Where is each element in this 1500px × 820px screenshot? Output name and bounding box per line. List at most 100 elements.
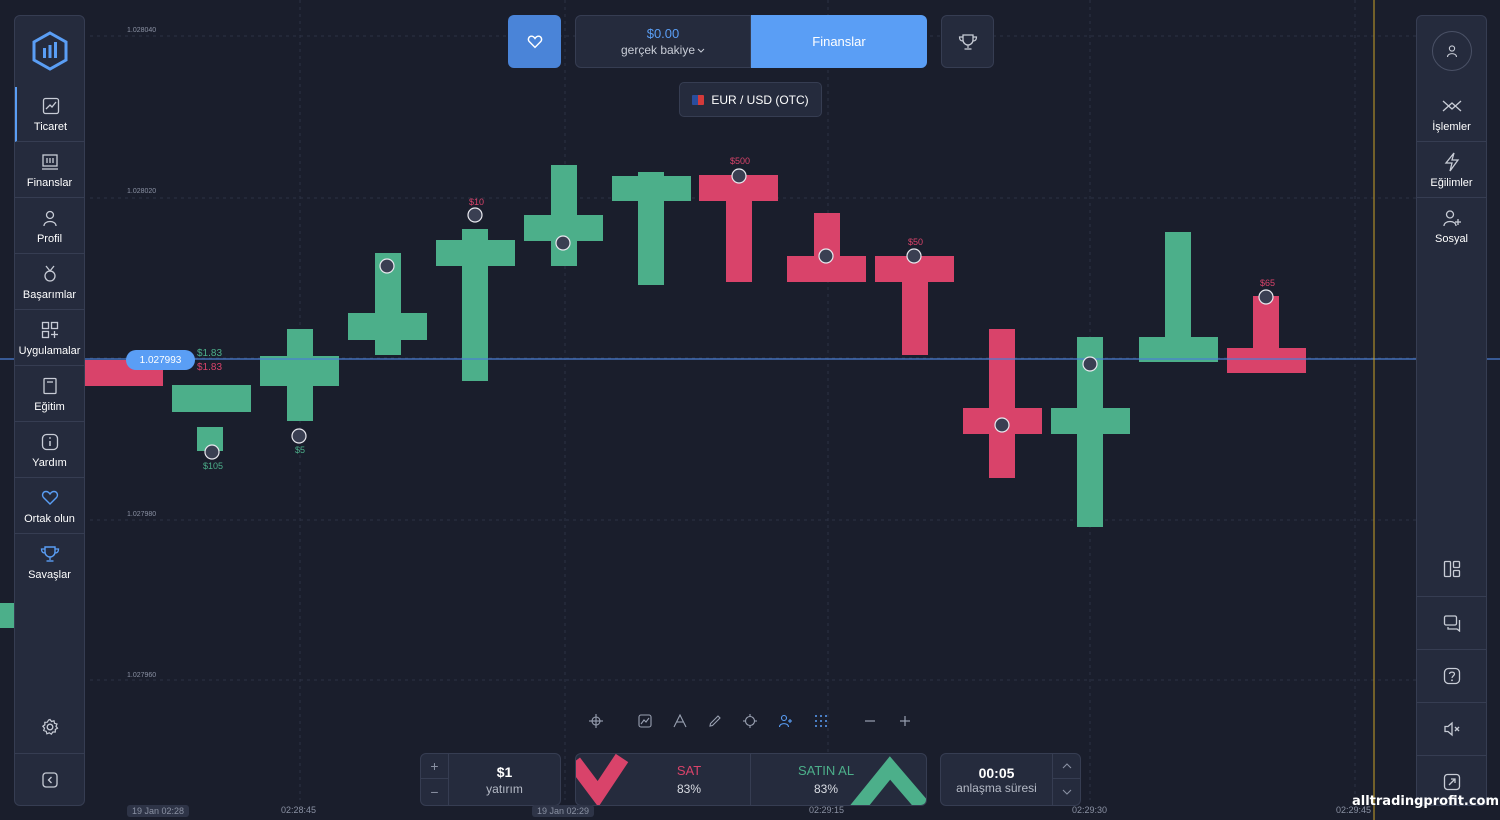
indicator-icon <box>673 714 687 728</box>
trader-avatar[interactable] <box>906 248 922 264</box>
asset-pair-label: EUR / USD (OTC) <box>711 92 809 107</box>
right-item-egilimler[interactable]: Eğilimler <box>1417 143 1486 198</box>
balance-amount: $0.00 <box>646 26 680 41</box>
zoom-out-button[interactable] <box>861 712 879 730</box>
add-user-icon <box>1442 208 1462 228</box>
collapse-sidebar-button[interactable] <box>15 753 84 805</box>
bet-label: $10 <box>469 197 485 207</box>
investment-input[interactable]: $1 yatırım <box>449 754 560 805</box>
drawing-tool-chart-type[interactable] <box>636 712 654 730</box>
trader-avatar[interactable] <box>1258 289 1274 305</box>
investment-value: $1 <box>496 763 513 780</box>
drawing-tool-pencil[interactable] <box>706 712 724 730</box>
fullscreen-button[interactable] <box>1417 755 1486 807</box>
trades-icon <box>1442 96 1462 116</box>
drawing-tool-target[interactable] <box>741 712 759 730</box>
sidebar-item-label: Savaşlar <box>28 569 71 581</box>
balance-selector[interactable]: $0.00 gerçek bakiye <box>575 15 751 68</box>
balance-label: gerçek bakiye <box>620 43 696 57</box>
investment-decrease-button[interactable]: − <box>430 783 439 800</box>
tournament-button[interactable] <box>941 15 994 68</box>
right-item-sosyal[interactable]: Sosyal <box>1417 199 1486 254</box>
sidebar-item-savaslar[interactable]: Savaşlar <box>15 535 84 590</box>
social-trading-toggle[interactable] <box>776 712 794 730</box>
candle-wick <box>814 213 840 282</box>
right-item-label: İşlemler <box>1432 120 1471 133</box>
sell-button[interactable]: SAT 83% <box>576 754 751 805</box>
time-axis-label: 02:29:15 <box>809 805 845 815</box>
buy-button[interactable]: SATIN AL 83% <box>751 754 926 805</box>
chart-line-icon <box>41 96 61 116</box>
trader-avatar[interactable] <box>818 248 834 264</box>
bet-label: $50 <box>908 237 924 247</box>
trader-avatar[interactable] <box>731 168 747 184</box>
trader-avatar[interactable] <box>379 258 395 274</box>
duration-decrease-button[interactable] <box>1053 779 1080 804</box>
up-arrow-icon <box>850 756 926 805</box>
sound-button[interactable] <box>1417 702 1486 754</box>
sidebar-item-ortak-olun[interactable]: Ortak olun <box>15 479 84 534</box>
favorite-button[interactable] <box>508 15 561 68</box>
book-icon <box>40 376 60 396</box>
trader-avatar[interactable] <box>467 207 483 223</box>
bet-label: $65 <box>1260 278 1276 288</box>
settings-button[interactable] <box>15 701 84 753</box>
avatar[interactable] <box>1432 31 1472 71</box>
info-icon <box>40 432 60 452</box>
chevron-down-icon <box>697 48 705 53</box>
grid-toggle[interactable] <box>812 712 830 730</box>
user-plus-icon <box>778 714 792 728</box>
trader-avatar[interactable] <box>994 417 1010 433</box>
duration-increase-button[interactable] <box>1053 754 1080 779</box>
down-arrow-icon <box>576 754 629 805</box>
drawing-tool-indicators[interactable] <box>671 712 689 730</box>
investment-increase-button[interactable]: + <box>421 754 448 779</box>
sidebar-item-basarimlar[interactable]: Başarımlar <box>15 255 84 310</box>
layout-button[interactable] <box>1417 543 1486 595</box>
sidebar-item-label: Yardım <box>32 456 67 469</box>
candle-wick <box>1253 296 1279 373</box>
time-axis-label: 02:29:45 <box>1336 805 1372 815</box>
sidebar-item-yardim[interactable]: Yardım <box>15 423 84 478</box>
heart-icon <box>527 35 542 48</box>
sidebar-item-label: Eğitim <box>34 400 65 413</box>
pnl-up: $1.83 <box>197 348 223 359</box>
trader-avatar[interactable] <box>204 444 220 460</box>
sidebar-item-egitim[interactable]: Eğitim <box>15 367 84 422</box>
y-axis-label: 1.027960 <box>127 672 157 679</box>
buy-payout: 83% <box>813 782 839 796</box>
gear-icon <box>41 718 58 736</box>
sidebar-item-label: Uygulamalar <box>18 344 81 357</box>
right-item-islemler[interactable]: İşlemler <box>1417 87 1486 142</box>
finance-button[interactable]: Finanslar <box>751 15 927 68</box>
asset-selector[interactable]: EUR / USD (OTC) <box>679 82 822 117</box>
logo-icon[interactable] <box>30 31 70 71</box>
sidebar-item-profil[interactable]: Profil <box>15 199 84 254</box>
collapse-icon <box>41 771 58 788</box>
pnl-down: $1.83 <box>197 362 223 373</box>
left-sidebar: Ticaret Finanslar Profil Başarımlar Uygu… <box>14 15 85 806</box>
lightning-icon <box>1442 152 1462 172</box>
time-axis-label: 19 Jan 02:28 <box>127 805 190 817</box>
duration-input[interactable]: 00:05 anlaşma süresi <box>941 754 1052 805</box>
investment-label: yatırım <box>486 781 523 796</box>
crosshair-icon <box>589 714 603 728</box>
chat-button[interactable] <box>1417 596 1486 648</box>
trader-avatar[interactable] <box>291 428 307 444</box>
candle-wick <box>1165 232 1191 362</box>
user-icon <box>40 208 60 228</box>
sidebar-item-finanslar[interactable]: Finanslar <box>15 143 84 198</box>
trader-avatar[interactable] <box>555 235 571 251</box>
help-button[interactable] <box>1417 649 1486 701</box>
current-price-tag: 1.027993 <box>126 350 195 370</box>
help-icon <box>1443 667 1460 684</box>
sidebar-item-ticaret[interactable]: Ticaret <box>15 87 84 142</box>
trader-avatar[interactable] <box>1082 356 1098 372</box>
duration-label: anlaşma süresi <box>956 780 1037 795</box>
drawing-tool-crosshair[interactable] <box>587 712 605 730</box>
trophy-icon <box>40 544 60 564</box>
sidebar-item-uygulamalar[interactable]: Uygulamalar <box>15 311 84 366</box>
zoom-in-button[interactable] <box>896 712 914 730</box>
sidebar-item-label: Finanslar <box>26 176 73 189</box>
